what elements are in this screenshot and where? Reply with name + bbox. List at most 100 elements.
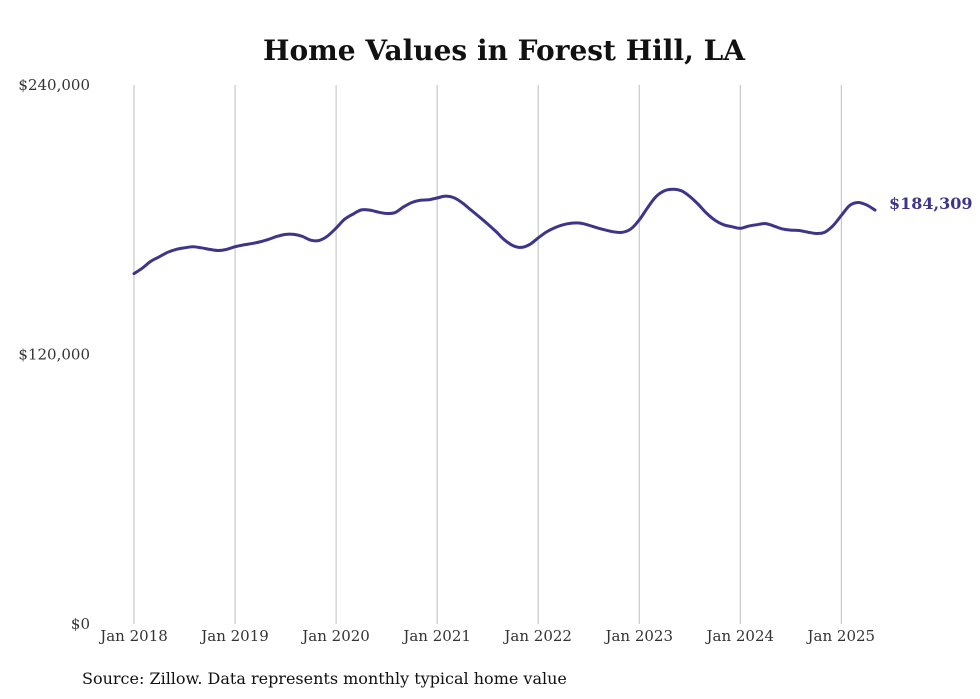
data-point-2021-05 <box>469 208 472 211</box>
source-note: Source: Zillow. Data represents monthly … <box>82 669 567 688</box>
data-point-2020-01 <box>335 227 338 230</box>
data-point-2020-07 <box>385 212 388 215</box>
y-tick-label: $0 <box>71 615 90 633</box>
data-point-2021-02 <box>444 195 447 198</box>
data-point-2023-03 <box>655 195 658 198</box>
data-point-2019-07 <box>284 233 287 236</box>
data-point-2018-11 <box>217 249 220 252</box>
data-point-2018-03 <box>149 260 152 263</box>
data-point-2023-10 <box>714 219 717 222</box>
grid-lines <box>133 85 842 624</box>
data-point-2024-03 <box>756 223 759 226</box>
data-point-2023-12 <box>730 225 733 228</box>
data-point-2019-04 <box>259 240 262 243</box>
data-point-2025-05 <box>874 209 877 212</box>
data-point-2020-08 <box>394 211 397 214</box>
data-point-2025-04 <box>865 203 868 206</box>
data-point-2021-04 <box>461 201 464 204</box>
data-point-2018-12 <box>225 248 228 251</box>
data-point-2018-08 <box>191 245 194 248</box>
data-point-2023-06 <box>680 189 683 192</box>
data-point-2021-01 <box>436 196 439 199</box>
data-point-2021-08 <box>495 230 498 233</box>
data-point-2020-06 <box>377 211 380 214</box>
data-point-2020-05 <box>368 209 371 212</box>
data-point-2024-09 <box>806 231 809 234</box>
data-point-2021-06 <box>478 215 481 218</box>
data-point-2018-01 <box>133 272 136 275</box>
data-point-2025-01 <box>840 214 843 217</box>
data-point-2023-08 <box>697 203 700 206</box>
x-tick-label: Jan 2025 <box>806 627 876 645</box>
y-axis-tick-labels: $0 $120,000 $240,000 <box>18 76 90 633</box>
series-line <box>132 187 877 276</box>
data-point-2020-11 <box>419 199 422 202</box>
data-point-2018-10 <box>208 248 211 251</box>
data-point-2018-04 <box>158 255 161 258</box>
data-point-2019-05 <box>267 238 270 241</box>
data-point-2019-06 <box>276 235 279 238</box>
data-point-2023-04 <box>663 189 666 192</box>
y-tick-label: $120,000 <box>18 346 90 364</box>
data-point-2022-01 <box>537 236 540 239</box>
data-point-2022-03 <box>554 226 557 229</box>
data-point-2018-07 <box>183 246 186 249</box>
data-point-2019-11 <box>318 239 321 242</box>
data-point-2023-01 <box>638 218 641 221</box>
data-points <box>133 188 877 275</box>
data-point-2024-10 <box>815 232 818 235</box>
data-point-2019-03 <box>250 242 253 245</box>
data-point-2022-09 <box>604 229 607 232</box>
data-point-2025-03 <box>857 201 860 204</box>
data-point-2023-09 <box>705 212 708 215</box>
x-tick-label: Jan 2023 <box>603 627 673 645</box>
data-point-2021-11 <box>520 246 523 249</box>
data-point-2020-12 <box>427 198 430 201</box>
data-point-2021-03 <box>452 196 455 199</box>
y-tick-label: $240,000 <box>18 76 90 94</box>
data-point-2021-12 <box>528 243 531 246</box>
data-point-2023-02 <box>646 206 649 209</box>
data-point-2022-08 <box>596 226 599 229</box>
x-tick-label: Jan 2018 <box>98 627 168 645</box>
data-point-2023-07 <box>688 195 691 198</box>
x-tick-label: Jan 2019 <box>199 627 269 645</box>
data-point-2020-09 <box>402 205 405 208</box>
data-point-2018-09 <box>200 246 203 249</box>
data-point-2024-07 <box>789 229 792 232</box>
chart-title: Home Values in Forest Hill, LA <box>263 34 746 67</box>
data-point-2019-09 <box>301 235 304 238</box>
data-point-2024-06 <box>781 227 784 230</box>
data-point-2019-01 <box>234 245 237 248</box>
x-tick-label: Jan 2022 <box>502 627 572 645</box>
data-point-2019-10 <box>309 239 312 242</box>
data-point-2022-04 <box>562 223 565 226</box>
data-point-2018-06 <box>175 248 178 251</box>
data-point-2018-05 <box>166 251 169 254</box>
data-point-2024-04 <box>764 222 767 225</box>
data-point-2020-10 <box>410 201 413 204</box>
data-point-2022-10 <box>612 230 615 233</box>
data-point-2018-02 <box>141 267 144 270</box>
data-point-2022-12 <box>629 227 632 230</box>
data-point-2023-05 <box>671 188 674 191</box>
data-point-2021-09 <box>503 238 506 241</box>
data-point-2024-01 <box>739 227 742 230</box>
x-tick-label: Jan 2024 <box>704 627 774 645</box>
x-tick-label: Jan 2020 <box>300 627 370 645</box>
end-value-label: $184,309 <box>889 194 973 213</box>
data-point-2024-11 <box>823 231 826 234</box>
data-point-2020-04 <box>360 208 363 211</box>
data-point-2022-11 <box>621 231 624 234</box>
data-point-2022-07 <box>587 224 590 227</box>
data-point-2019-02 <box>242 243 245 246</box>
data-point-2022-02 <box>545 230 548 233</box>
data-point-2024-02 <box>747 225 750 228</box>
data-point-2019-12 <box>326 234 329 237</box>
data-point-2020-03 <box>351 213 354 216</box>
data-point-2019-08 <box>292 233 295 236</box>
data-point-2025-02 <box>848 204 851 207</box>
data-point-2024-08 <box>798 229 801 232</box>
data-point-2021-10 <box>511 244 514 247</box>
